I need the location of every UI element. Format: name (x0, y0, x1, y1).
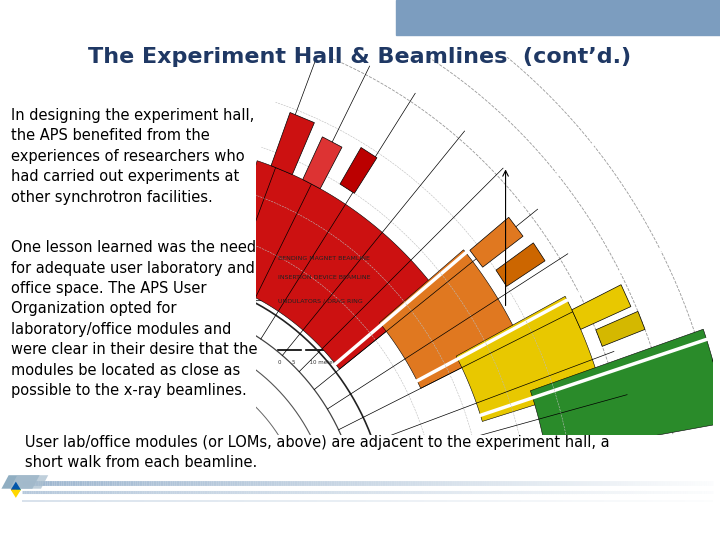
Polygon shape (713, 340, 720, 381)
Text: The Experiment Hall & Beamlines  (cont’d.): The Experiment Hall & Beamlines (cont’d.… (89, 46, 631, 67)
Polygon shape (219, 161, 437, 369)
Text: BENDING MAGNET BEAMLINE: BENDING MAGNET BEAMLINE (279, 256, 370, 261)
Polygon shape (572, 285, 631, 329)
Polygon shape (496, 243, 545, 286)
Text: UNDULATORS / DRAG RING: UNDULATORS / DRAG RING (279, 299, 363, 303)
Polygon shape (531, 329, 720, 455)
Text: One lesson learned was the need
for adequate user laboratory and
office space. T: One lesson learned was the need for adeq… (11, 240, 257, 398)
Text: INSERTION DEVICE BEAMLINE: INSERTION DEVICE BEAMLINE (279, 275, 371, 280)
Polygon shape (379, 250, 519, 388)
Text: 0      5        10 meters: 0 5 10 meters (279, 360, 338, 365)
Text: In designing the experiment hall,
the APS benefited from the
experiences of rese: In designing the experiment hall, the AP… (11, 108, 254, 205)
Polygon shape (271, 112, 315, 174)
Text: User lab/office modules (or LOMs, above) are adjacent to the experiment hall, a
: User lab/office modules (or LOMs, above)… (11, 435, 609, 470)
Polygon shape (470, 217, 523, 267)
Polygon shape (340, 147, 377, 193)
Polygon shape (596, 312, 645, 346)
Polygon shape (302, 137, 342, 188)
Polygon shape (456, 296, 600, 421)
